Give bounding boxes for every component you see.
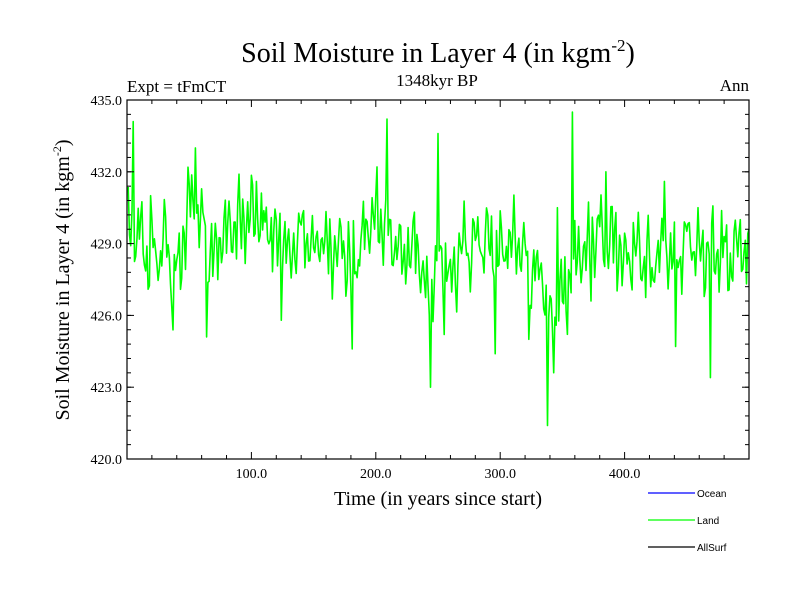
y-axis-label: Soil Moisture in Layer 4 (in kgm-2) — [50, 139, 74, 420]
x-tick-label: 200.0 — [360, 467, 392, 482]
plot-frame — [126, 99, 750, 460]
legend-label-land: Land — [697, 516, 719, 527]
y-axis-label-text: Soil Moisture in Layer 4 (in kgm — [52, 156, 74, 421]
season-label: Ann — [720, 76, 750, 95]
y-tick-label: 426.0 — [91, 309, 123, 324]
chart-subtitle: 1348kyr BP — [396, 71, 478, 90]
chart-title-text: Soil Moisture in Layer 4 (in kgm — [241, 38, 611, 69]
x-tick-label: 400.0 — [609, 467, 641, 482]
y-tick-label: 429.0 — [91, 238, 123, 253]
legend-label-ocean: Ocean — [697, 489, 726, 500]
y-axis-label-superscript: -2 — [50, 146, 64, 156]
ticks-layer: 100.0 200.0 300.0 400.0 420.0 423.0 426.0 429.0… — [91, 94, 749, 482]
legend-label-allsurf: AllSurf — [697, 543, 727, 554]
legend: Ocean Land AllSurf — [648, 489, 727, 554]
y-tick-label: 435.0 — [91, 94, 123, 109]
y-tick-label: 423.0 — [91, 381, 123, 396]
y-tick-label: 420.0 — [91, 453, 123, 468]
chart-title: Soil Moisture in Layer 4 (in kgm-2) — [241, 36, 635, 69]
x-axis-label: Time (in years since start) — [334, 488, 542, 510]
series-line-land — [127, 111, 750, 427]
series-layer — [127, 111, 750, 427]
chart-title-superscript: -2 — [611, 36, 625, 55]
experiment-label: Expt = tFmCT — [127, 77, 227, 96]
chart-title-close: ) — [626, 38, 635, 69]
x-tick-label: 100.0 — [236, 467, 268, 482]
y-tick-label: 432.0 — [91, 166, 123, 181]
x-tick-label: 300.0 — [484, 467, 516, 482]
y-axis-label-close: ) — [52, 139, 74, 146]
